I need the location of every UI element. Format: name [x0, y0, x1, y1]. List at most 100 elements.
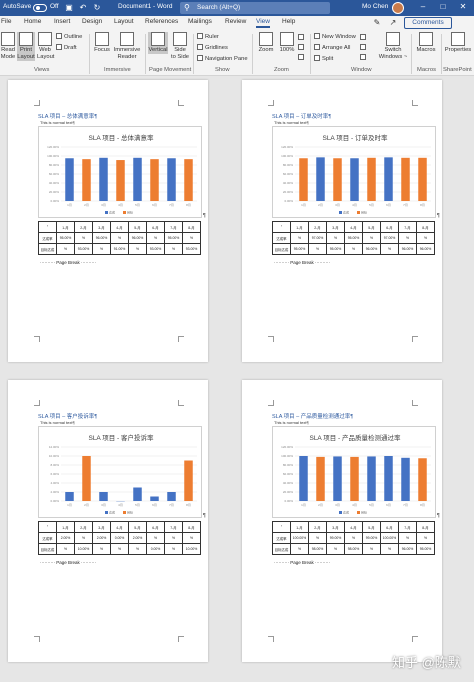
table-cell[interactable]: % — [56, 543, 75, 555]
table-cell[interactable]: % — [344, 532, 363, 544]
table-cell[interactable]: 1-月 — [56, 521, 75, 533]
tab-file[interactable]: File — [1, 18, 12, 25]
page-width-icon[interactable] — [298, 54, 306, 61]
redo-icon[interactable]: ↻ — [93, 3, 101, 12]
row-header-cell[interactable]: 目标达成 — [272, 543, 291, 555]
document-page[interactable]: SLA 项目 – 客户投诉率¶ This is normal text¶ SLA 项… — [8, 380, 208, 662]
table-cell[interactable]: % — [362, 543, 381, 555]
row-header-cell[interactable]: ° — [38, 521, 57, 533]
table-cell[interactable]: 5-月 — [128, 221, 147, 233]
table-cell[interactable]: % — [164, 243, 183, 255]
table-cell[interactable]: 98.00% — [344, 543, 363, 555]
table-cell[interactable]: 95.00% — [344, 232, 363, 244]
table-cell[interactable]: 1-月 — [290, 521, 309, 533]
table-cell[interactable]: % — [398, 232, 417, 244]
table-cell[interactable]: 4-月 — [344, 521, 363, 533]
tab-home[interactable]: Home — [24, 18, 42, 25]
table-cell[interactable]: 6-月 — [146, 521, 165, 533]
table-cell[interactable]: 93.00% — [146, 243, 165, 255]
table-cell[interactable]: 4-月 — [110, 521, 129, 533]
search-box[interactable]: ⚲ Search (Alt+Q) — [180, 2, 330, 14]
table-cell[interactable]: 2-月 — [74, 521, 93, 533]
table-cell[interactable]: 2.00% — [56, 532, 75, 544]
table-cell[interactable]: % — [326, 232, 345, 244]
table-cell[interactable]: % — [92, 243, 111, 255]
table-cell[interactable]: 93.00% — [74, 243, 93, 255]
table-cell[interactable]: % — [110, 543, 129, 555]
table-cell[interactable]: 93.00% — [182, 243, 201, 255]
tab-layout[interactable]: Layout — [114, 18, 134, 25]
table-cell[interactable]: 96.00% — [398, 243, 417, 255]
comments-button[interactable]: Comments — [404, 17, 452, 29]
table-cell[interactable]: 10.00% — [182, 543, 201, 555]
table-cell[interactable]: % — [308, 532, 327, 544]
table-cell[interactable]: 91.00% — [110, 243, 129, 255]
data-table[interactable]: ° 1-月 2-月 3-月 4-月 5-月 6-月 7-月 8-月 达成率% 97.00%% 95.0… — [272, 221, 435, 255]
data-table[interactable]: ° 1-月 2-月 3-月 4-月 5-月 6-月 7-月 8-月 达成率 100.00%% 99.0… — [272, 521, 435, 555]
table-cell[interactable]: 95.00% — [164, 232, 183, 244]
table-cell[interactable]: 5-月 — [362, 521, 381, 533]
table-cell[interactable]: 10.00% — [74, 543, 93, 555]
table-cell[interactable]: 3-月 — [92, 521, 111, 533]
table-cell[interactable]: % — [344, 243, 363, 255]
save-icon[interactable]: ▣ — [65, 3, 73, 12]
table-cell[interactable]: % — [362, 232, 381, 244]
table-cell[interactable]: 96.00% — [398, 543, 417, 555]
table-cell[interactable]: 2.00% — [128, 532, 147, 544]
read-mode-button[interactable]: Read Mode — [0, 32, 16, 61]
table-cell[interactable]: % — [290, 232, 309, 244]
table-cell[interactable]: 2-月 — [308, 521, 327, 533]
table-cell[interactable]: 6-月 — [380, 221, 399, 233]
tab-view[interactable]: View — [256, 18, 270, 28]
view-side-by-side-icon[interactable] — [360, 34, 368, 41]
draft-button[interactable]: Draft — [56, 44, 77, 51]
editing-icon[interactable]: ✎ — [373, 18, 381, 27]
table-cell[interactable]: 95.00% — [56, 232, 75, 244]
zoom-button[interactable]: Zoom — [256, 32, 276, 54]
row-header-cell[interactable]: 达成率 — [272, 232, 291, 244]
tab-review[interactable]: Review — [225, 18, 247, 25]
row-header-cell[interactable]: ° — [272, 221, 291, 233]
row-header-cell[interactable]: 目标达成 — [38, 543, 57, 555]
table-cell[interactable]: 7-月 — [164, 521, 183, 533]
table-cell[interactable]: 100.00% — [290, 532, 309, 544]
table-cell[interactable]: 100.00% — [380, 532, 399, 544]
autosave-toggle[interactable] — [33, 4, 47, 12]
immersive-reader-button[interactable]: Immersive Reader — [113, 32, 141, 61]
properties-button[interactable]: Properties — [443, 32, 473, 54]
vertical-button[interactable]: Vertical — [148, 32, 168, 54]
close-icon[interactable]: ✕ — [459, 2, 467, 11]
outline-button[interactable]: Outline — [56, 33, 82, 40]
table-cell[interactable]: % — [326, 543, 345, 555]
row-header-cell[interactable]: 达成率 — [38, 532, 57, 544]
table-cell[interactable]: 96.00% — [416, 243, 435, 255]
row-header-cell[interactable]: 目标达成 — [272, 243, 291, 255]
table-cell[interactable]: % — [56, 243, 75, 255]
table-cell[interactable]: % — [380, 543, 399, 555]
avatar[interactable] — [392, 2, 404, 14]
ruler-checkbox[interactable]: Ruler — [197, 33, 219, 40]
chart-object[interactable]: SLA 项目 - 客户投诉率 0.00% 2.00% 4.00% 6.00% 8.00% 1… — [38, 426, 202, 518]
table-cell[interactable]: % — [416, 232, 435, 244]
table-cell[interactable]: 95.00% — [326, 243, 345, 255]
table-cell[interactable]: 1-月 — [290, 221, 309, 233]
arrange-all-button[interactable]: Arrange All — [314, 44, 350, 51]
row-header-cell[interactable]: 达成率 — [272, 532, 291, 544]
document-page[interactable]: SLA 项目 – 产品质量检测通过率¶ This is normal text¶ S… — [242, 380, 442, 662]
table-cell[interactable]: 96.00% — [362, 243, 381, 255]
web-layout-button[interactable]: Web Layout — [37, 32, 54, 61]
document-page[interactable]: SLA 项目 – 订单及时率¶ This is normal text¶ SLA 项… — [242, 80, 442, 362]
table-cell[interactable]: 98.00% — [308, 543, 327, 555]
table-cell[interactable]: % — [92, 543, 111, 555]
macros-button[interactable]: Macros — [414, 32, 438, 54]
print-layout-button[interactable]: Print Layout — [17, 32, 35, 61]
table-cell[interactable]: 7-月 — [398, 221, 417, 233]
table-cell[interactable]: 0.00% — [146, 543, 165, 555]
data-table[interactable]: ° 1-月 2-月 3-月 4-月 5-月 6-月 7-月 8-月 达成率 95.00%% 96.00… — [38, 221, 201, 255]
row-header-cell[interactable]: 达成率 — [38, 232, 57, 244]
table-cell[interactable]: 8-月 — [416, 221, 435, 233]
navigation-pane-checkbox[interactable]: Navigation Pane — [197, 55, 248, 62]
table-cell[interactable]: % — [398, 532, 417, 544]
one-page-icon[interactable] — [298, 34, 306, 41]
table-cell[interactable]: 8-月 — [182, 221, 201, 233]
